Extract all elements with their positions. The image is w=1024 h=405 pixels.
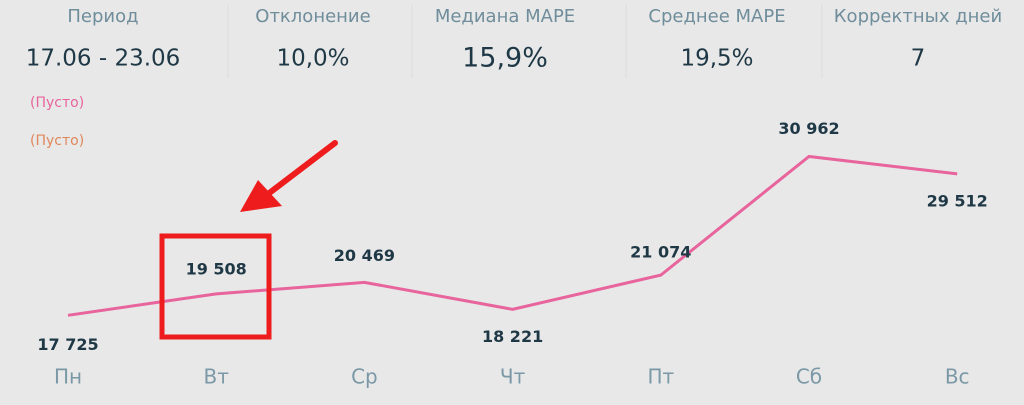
- arrow-head: [240, 180, 282, 212]
- kpi-value: 19,5%: [680, 46, 753, 72]
- x-tick-label: Пн: [54, 365, 82, 389]
- data-label: 29 512: [927, 191, 988, 210]
- line: [67, 154, 958, 317]
- x-tick-label: Вс: [945, 365, 970, 389]
- kpi-label: Период: [67, 6, 138, 27]
- x-tick-label: Сб: [796, 365, 822, 389]
- highlight-box: [159, 233, 272, 340]
- data-label: 21 074: [630, 243, 691, 262]
- kpi-value: 17.06 - 23.06: [26, 46, 181, 72]
- data-label: 19 508: [186, 259, 247, 278]
- legend-entry: (Пусто): [30, 133, 84, 149]
- legend-entry: (Пусто): [30, 95, 84, 111]
- kpi-label: Среднее MAPE: [648, 6, 785, 27]
- x-tick-label: Чт: [500, 365, 526, 389]
- data-label: 30 962: [778, 119, 839, 138]
- annotation: [159, 140, 338, 340]
- kpi-value: 10,0%: [276, 46, 349, 72]
- arrow-shaft: [265, 140, 338, 197]
- data-label: 20 469: [334, 246, 395, 265]
- x-tick-label: Ср: [351, 365, 378, 389]
- x-tick-label: Вт: [204, 365, 230, 389]
- kpi-label: Медиана MAPE: [435, 6, 575, 27]
- x-tick-label: Пт: [647, 365, 674, 389]
- kpi-label: Отклонение: [255, 6, 370, 27]
- data-label: 18 221: [482, 327, 543, 346]
- data-label: 17 725: [37, 335, 98, 354]
- kpi-value: 7: [911, 46, 926, 72]
- kpi-value: 15,9%: [462, 43, 548, 74]
- kpi-label: Корректных дней: [834, 6, 1002, 27]
